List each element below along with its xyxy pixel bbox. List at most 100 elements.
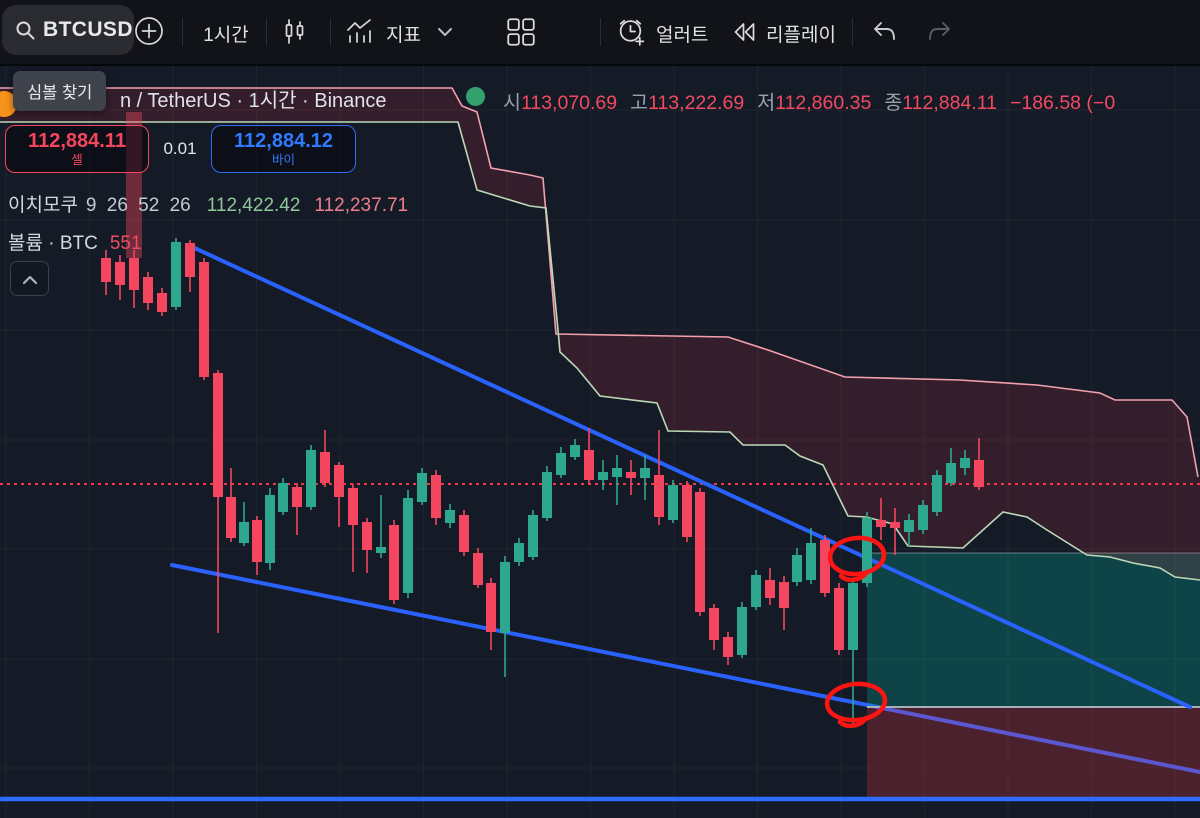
indicators-label[interactable]: 지표 xyxy=(386,25,421,46)
candle-body xyxy=(129,258,139,290)
candle-body xyxy=(334,465,344,497)
alert-label[interactable]: 얼러트 xyxy=(656,25,709,46)
candle-body xyxy=(834,588,844,650)
candle-body xyxy=(431,475,441,518)
interval-button[interactable]: 1시간 xyxy=(203,25,249,46)
symbol-label: BTCUSD xyxy=(43,18,133,41)
candlestick-icon xyxy=(285,19,304,44)
indicators-icon xyxy=(347,19,371,43)
candle-body xyxy=(918,505,928,530)
toolbar-divider xyxy=(330,18,331,46)
low-value: 112,860.35 xyxy=(775,92,872,114)
collapse-pane-button[interactable] xyxy=(10,261,49,296)
ichimoku-title: 이치모쿠 xyxy=(8,195,78,216)
position-loss-zone[interactable] xyxy=(867,707,1200,797)
candle-body xyxy=(668,485,678,520)
candle-body xyxy=(101,258,111,282)
replay-label[interactable]: 리플레이 xyxy=(766,25,836,46)
buy-button[interactable]: 112,884.12 바이 xyxy=(211,125,356,173)
candle-body xyxy=(904,520,914,532)
candle-body xyxy=(542,472,552,518)
ichimoku-legend[interactable]: 이치모쿠 9 26 52 26 112,422.42 112,237.71 xyxy=(8,190,408,217)
candle-body xyxy=(306,450,316,507)
candle-body xyxy=(252,520,262,562)
chart-style-button[interactable] xyxy=(282,18,308,46)
candle-body xyxy=(626,472,636,478)
candle-body xyxy=(376,547,386,553)
ohlc-legend: 시113,070.69 고113,222.69 저112,860.35 종112,88… xyxy=(503,86,1115,115)
market-status-dot xyxy=(466,87,485,106)
chevron-down-icon xyxy=(438,28,452,36)
alert-button[interactable] xyxy=(616,16,647,47)
candle-body xyxy=(239,522,249,543)
trendline-lower[interactable] xyxy=(170,563,1200,774)
sell-price: 112,884.11 xyxy=(28,129,126,152)
candle-body xyxy=(640,468,650,478)
symbol-legend[interactable]: n / TetherUS · 1시간 · Binance xyxy=(120,84,387,113)
indicators-menu-button[interactable] xyxy=(438,28,452,37)
candle-body xyxy=(876,520,886,527)
candle-body xyxy=(556,453,566,475)
candle-body xyxy=(362,522,372,550)
close-label: 종 xyxy=(884,92,903,114)
candle-body xyxy=(143,277,153,303)
candle-body xyxy=(682,485,692,537)
undo-button[interactable] xyxy=(870,19,898,45)
indicators-button[interactable] xyxy=(344,18,374,45)
compare-add-button[interactable] xyxy=(134,16,164,46)
candle-body xyxy=(528,515,538,557)
close-value: 112,884.11 xyxy=(902,92,997,114)
candle-body xyxy=(820,540,830,593)
annotation-circle[interactable] xyxy=(824,681,888,723)
top-toolbar: BTCUSD 1시간 지표 xyxy=(0,0,1200,66)
candle-body xyxy=(654,475,664,517)
candle-body xyxy=(185,243,195,277)
candle-body xyxy=(765,580,775,598)
plus-circle-icon xyxy=(135,17,163,45)
annotation-circle[interactable] xyxy=(827,535,887,577)
candle-body xyxy=(514,543,524,562)
sell-label: 셀 xyxy=(71,152,83,167)
toolbar-divider xyxy=(600,18,601,46)
toolbar-divider xyxy=(266,18,267,46)
candle-body xyxy=(445,510,455,523)
sell-button[interactable]: 112,884.11 셀 xyxy=(5,125,149,173)
undo-icon xyxy=(874,22,895,40)
redo-button[interactable] xyxy=(926,19,954,45)
candle-body xyxy=(737,607,747,655)
symbol-search-button[interactable]: BTCUSD xyxy=(2,5,134,55)
candle-body xyxy=(806,543,816,580)
chevron-up-icon xyxy=(22,275,37,284)
candle-body xyxy=(278,483,288,512)
candle-body xyxy=(486,583,496,632)
candle-body xyxy=(848,583,858,650)
candle-body xyxy=(974,460,984,487)
buy-label: 바이 xyxy=(271,152,295,167)
candle-body xyxy=(862,518,872,583)
candle-body xyxy=(695,492,705,612)
volume-title: 볼륨 · BTC xyxy=(8,233,98,254)
candle-body xyxy=(779,582,789,608)
ichimoku-cloud xyxy=(0,88,1200,580)
candle-body xyxy=(723,637,733,657)
candle-body xyxy=(292,487,302,507)
candle-body xyxy=(417,473,427,502)
candle-body xyxy=(751,575,761,607)
position-profit-zone[interactable] xyxy=(867,553,1200,707)
volume-value: 551 xyxy=(109,233,142,254)
search-icon xyxy=(16,21,35,40)
candle-body xyxy=(792,555,802,582)
candle-body xyxy=(500,562,510,633)
volume-legend[interactable]: 볼륨 · BTC 551 xyxy=(8,228,142,255)
candle-body xyxy=(115,262,125,285)
trendline-upper[interactable] xyxy=(186,243,1192,709)
candle-body xyxy=(348,488,358,525)
candle-body xyxy=(709,608,719,640)
candle-body xyxy=(473,553,483,585)
layout-button[interactable] xyxy=(504,15,538,49)
buy-price: 112,884.12 xyxy=(234,129,333,152)
replay-button[interactable] xyxy=(731,20,758,44)
candle-body xyxy=(403,498,413,593)
candle-body xyxy=(226,497,236,538)
